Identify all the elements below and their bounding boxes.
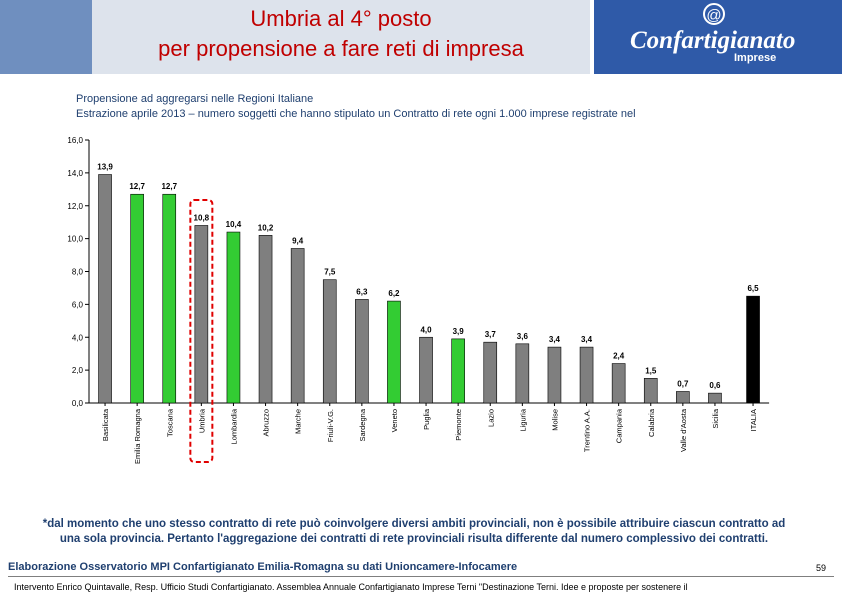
data-label: 0,6 bbox=[709, 381, 721, 390]
x-tick-label: Puglia bbox=[422, 408, 431, 430]
x-tick-label: Veneto bbox=[390, 409, 399, 432]
x-tick-label: Friuli-V.G. bbox=[326, 409, 335, 442]
page-title-line2: per propensione a fare reti di impresa bbox=[158, 36, 524, 61]
logo-subtitle: Imprese bbox=[734, 52, 777, 64]
header-left-stripe bbox=[0, 0, 92, 74]
x-tick-label: Valle d'Aosta bbox=[679, 408, 688, 452]
data-label: 7,5 bbox=[324, 268, 336, 277]
data-label: 6,5 bbox=[747, 284, 759, 293]
y-tick-label: 4,0 bbox=[72, 333, 84, 342]
x-tick-label: Sardegna bbox=[358, 408, 367, 441]
footer-text: Intervento Enrico Quintavalle, Resp. Uff… bbox=[14, 582, 688, 592]
bar bbox=[419, 336, 433, 404]
bar bbox=[226, 231, 241, 404]
page-title: Umbria al 4° posto per propensione a far… bbox=[92, 4, 590, 64]
data-label: 6,2 bbox=[388, 289, 400, 298]
bar bbox=[708, 392, 722, 404]
header-title-band bbox=[92, 0, 590, 74]
data-label: 3,9 bbox=[453, 327, 465, 336]
bar bbox=[483, 341, 498, 404]
chart-subtitle-line2: Estrazione aprile 2013 – numero soggetti… bbox=[76, 108, 636, 120]
data-label: 10,8 bbox=[194, 213, 210, 222]
chart-subtitle-line1: Propensione ad aggregarsi nelle Regioni … bbox=[76, 93, 314, 105]
data-label: 2,4 bbox=[613, 352, 625, 361]
data-label: 13,9 bbox=[97, 163, 113, 172]
bar bbox=[258, 235, 273, 404]
bar bbox=[355, 299, 369, 404]
bar bbox=[130, 193, 144, 404]
x-tick-label: Liguria bbox=[518, 408, 527, 431]
data-label: 12,7 bbox=[161, 182, 177, 191]
bar bbox=[387, 300, 401, 404]
x-tick-label: Piemonte bbox=[454, 409, 463, 441]
x-tick-label: Sicilia bbox=[711, 408, 720, 428]
data-label: 3,6 bbox=[517, 332, 529, 341]
confartigianato-logo: @ Confartigianato Imprese bbox=[594, 0, 842, 74]
x-tick-label: Umbria bbox=[197, 408, 206, 433]
chart-subtitle: Propensione ad aggregarsi nelle Regioni … bbox=[76, 92, 636, 122]
data-label: 9,4 bbox=[292, 236, 304, 245]
x-tick-label: Molise bbox=[550, 409, 559, 431]
page-title-line1: Umbria al 4° posto bbox=[250, 6, 432, 31]
y-tick-label: 8,0 bbox=[72, 268, 84, 277]
footnote: *dal momento che uno stesso contratto di… bbox=[14, 517, 814, 547]
footer-divider bbox=[8, 576, 834, 577]
bar bbox=[579, 346, 594, 404]
y-tick-label: 14,0 bbox=[67, 169, 83, 178]
source-text: Elaborazione Osservatorio MPI Confartigi… bbox=[8, 561, 518, 573]
bar bbox=[290, 248, 305, 404]
y-tick-label: 6,0 bbox=[72, 300, 84, 309]
bar bbox=[643, 378, 658, 404]
bar bbox=[676, 391, 690, 404]
highlight-box bbox=[189, 199, 214, 463]
bar bbox=[451, 338, 465, 404]
bar bbox=[98, 174, 112, 404]
x-tick-label: Lombardia bbox=[229, 408, 238, 444]
y-tick-label: 12,0 bbox=[67, 202, 83, 211]
footnote-line1: *dal momento che uno stesso contratto di… bbox=[42, 518, 786, 530]
x-tick-label: Campania bbox=[615, 408, 624, 443]
x-tick-label: Calabria bbox=[647, 408, 656, 437]
x-tick-label: Lazio bbox=[486, 409, 495, 427]
bar bbox=[547, 346, 562, 404]
y-tick-label: 0,0 bbox=[72, 399, 84, 408]
data-label: 4,0 bbox=[420, 325, 432, 334]
y-tick-label: 10,0 bbox=[67, 235, 83, 244]
bar bbox=[162, 193, 177, 404]
data-label: 10,4 bbox=[226, 220, 242, 229]
bar bbox=[194, 225, 209, 404]
y-tick-label: 16,0 bbox=[67, 136, 83, 145]
data-label: 0,7 bbox=[677, 379, 689, 388]
data-label: 3,4 bbox=[549, 335, 561, 344]
x-tick-label: Marche bbox=[294, 409, 303, 434]
at-sign-icon: @ bbox=[703, 3, 725, 25]
bar bbox=[746, 295, 760, 404]
page-number: 59 bbox=[816, 563, 827, 573]
data-label: 12,7 bbox=[129, 182, 145, 191]
data-label: 3,4 bbox=[581, 335, 593, 344]
data-label: 6,3 bbox=[356, 287, 368, 296]
data-label: 1,5 bbox=[645, 366, 657, 375]
bar bbox=[515, 343, 530, 404]
x-tick-label: Abruzzo bbox=[262, 409, 271, 437]
x-tick-label: Toscana bbox=[165, 408, 174, 437]
x-tick-label: ITALIA bbox=[749, 409, 758, 431]
x-tick-label: Emilia Romagna bbox=[133, 408, 142, 464]
y-tick-label: 2,0 bbox=[72, 366, 84, 375]
bar bbox=[611, 363, 626, 404]
data-label: 3,7 bbox=[485, 330, 497, 339]
data-label: 10,2 bbox=[258, 223, 274, 232]
footnote-line2: una sola provincia. Pertanto l'aggregazi… bbox=[59, 533, 769, 545]
logo-name: Confartigianato bbox=[630, 27, 796, 54]
x-tick-label: Trentino A.A. bbox=[583, 409, 592, 452]
bar bbox=[322, 279, 337, 404]
x-tick-label: Basilicata bbox=[101, 408, 110, 441]
bar-chart: 0,0 2,0 4,0 6,0 8,0 10,0 12,0 14,0 16,0 13,9 Basil… bbox=[67, 136, 770, 464]
